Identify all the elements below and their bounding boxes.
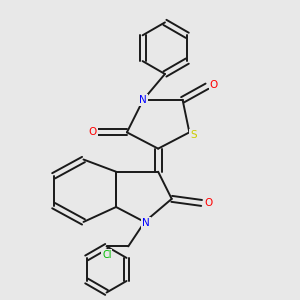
Text: N: N [139, 95, 147, 105]
Text: S: S [190, 130, 197, 140]
Text: N: N [142, 218, 150, 228]
Text: O: O [89, 128, 97, 137]
Text: O: O [204, 198, 212, 208]
Text: O: O [210, 80, 218, 90]
Text: Cl: Cl [102, 250, 112, 260]
